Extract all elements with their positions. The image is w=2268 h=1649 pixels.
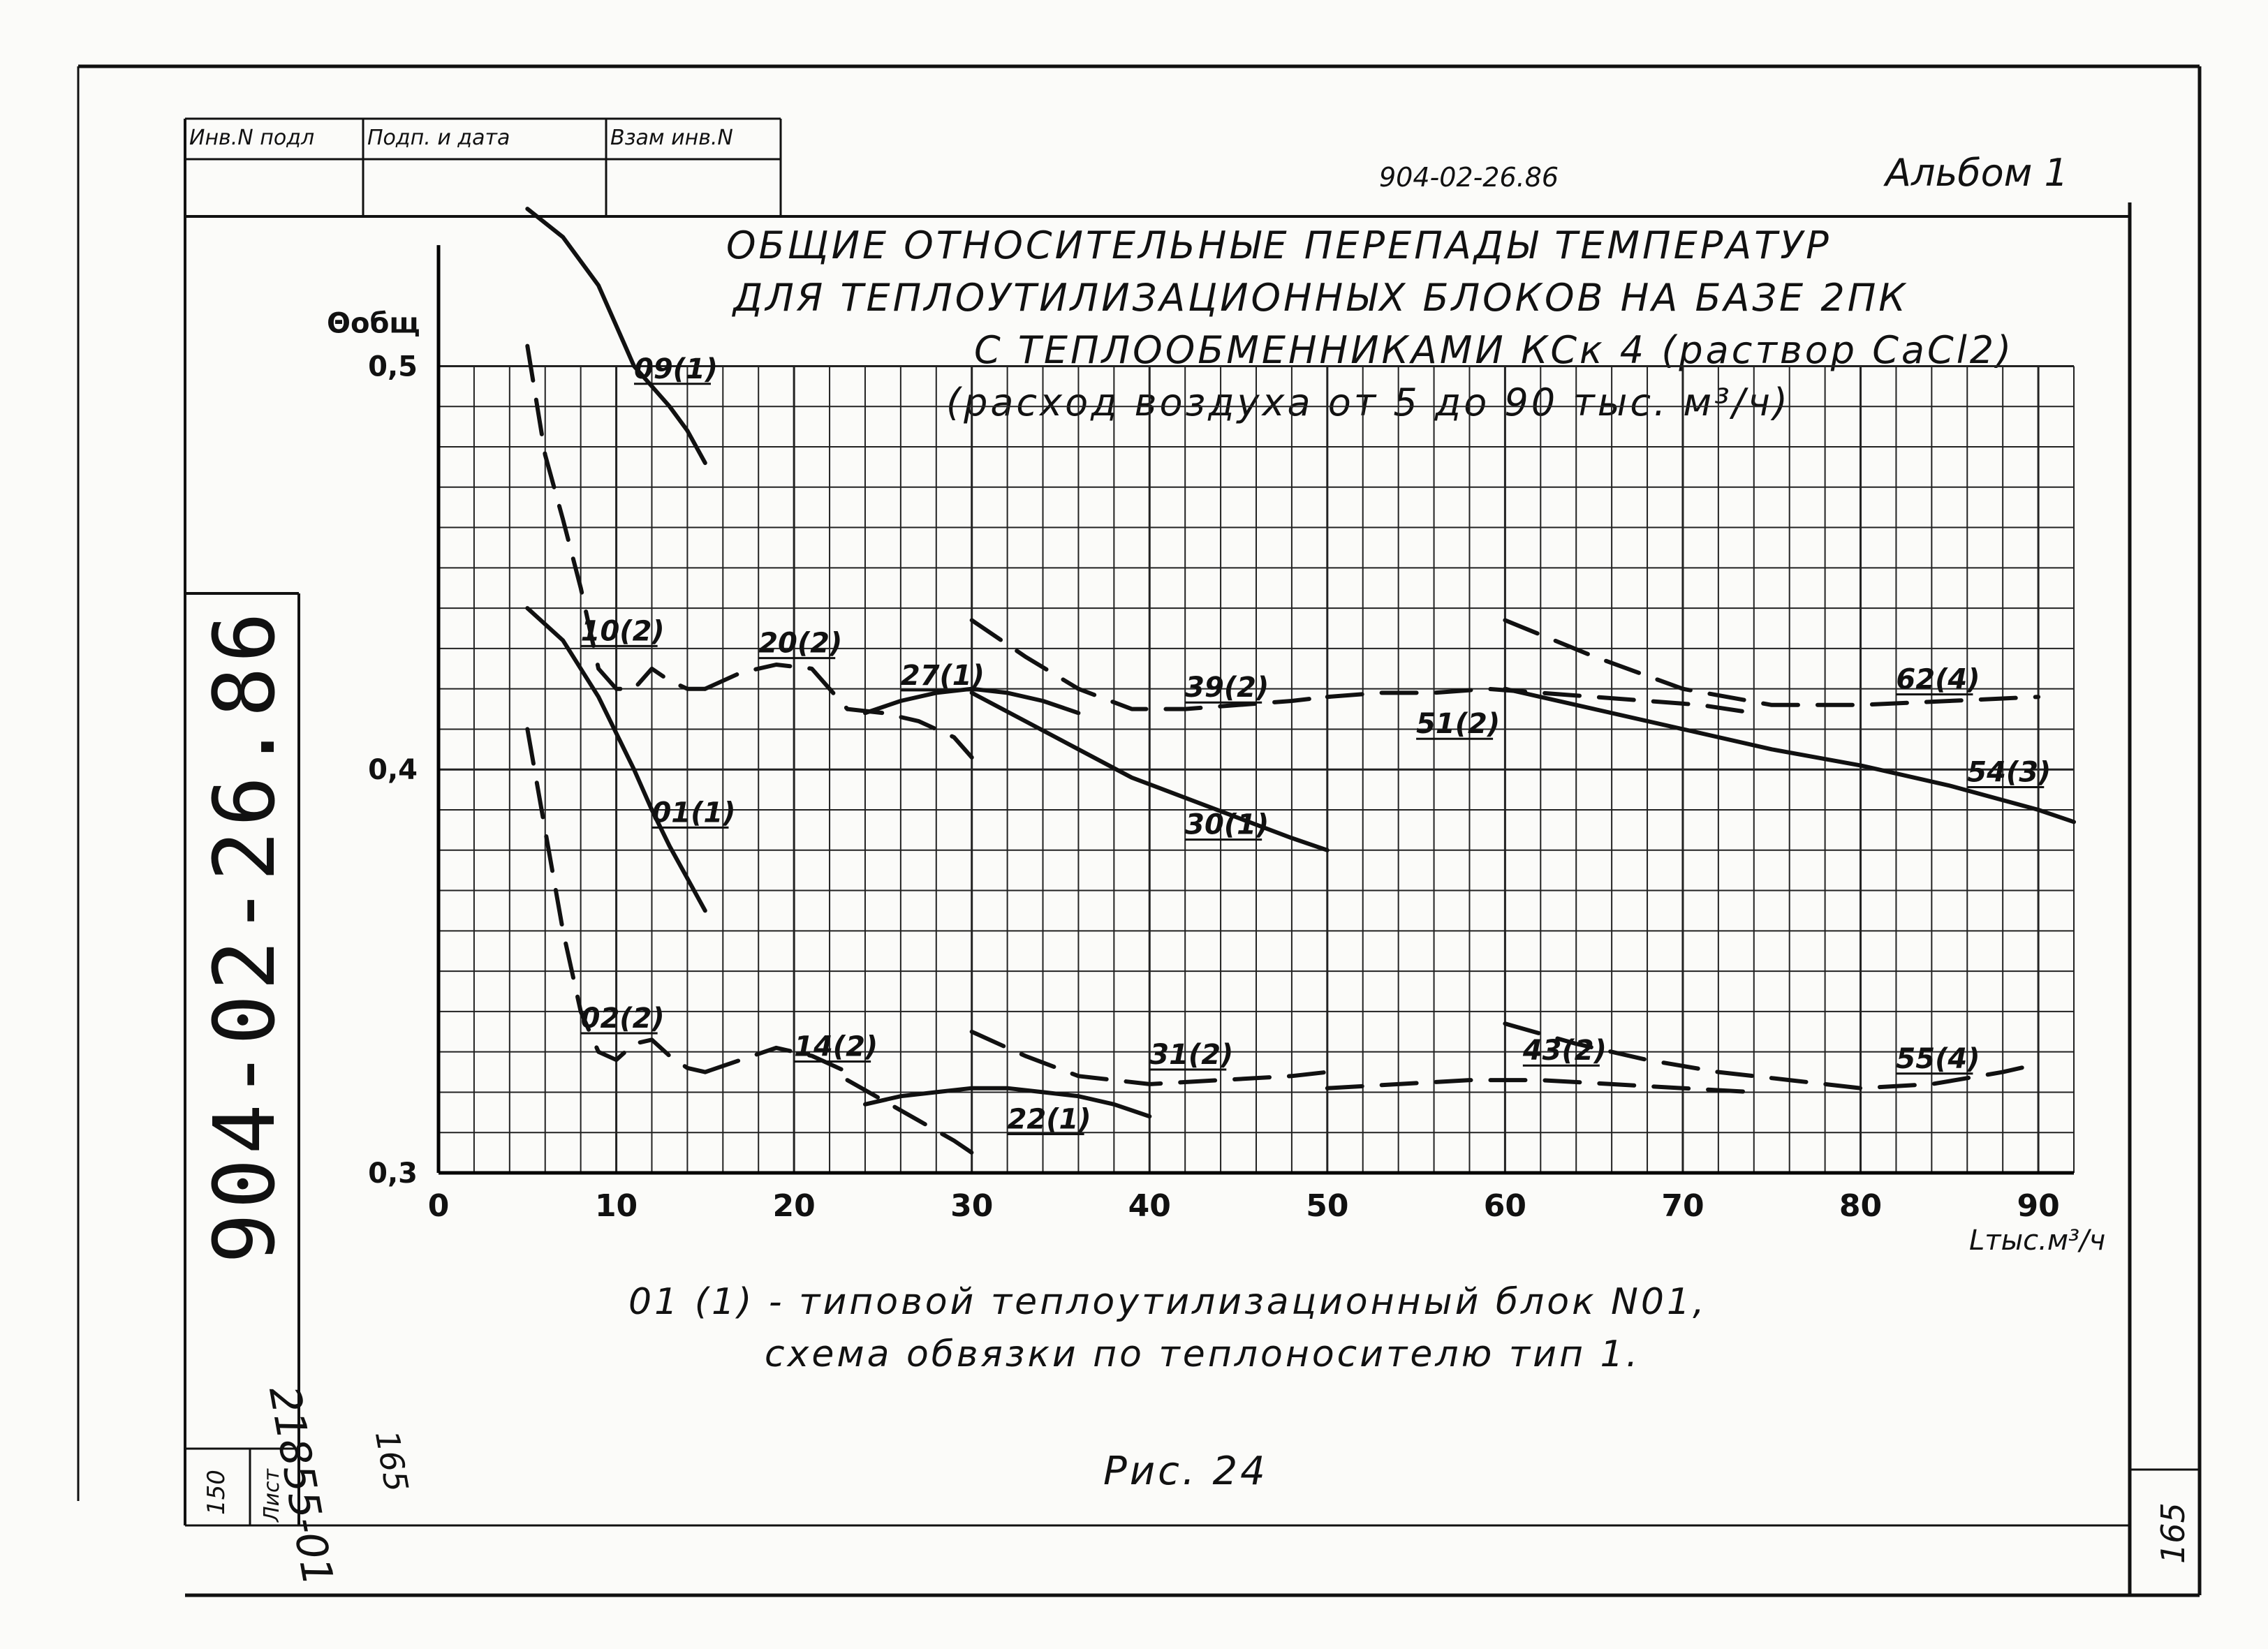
curve-label: 09(1) — [634, 353, 718, 385]
chart-title-line-2: ДЛЯ ТЕПЛОУТИЛИЗАЦИОННЫХ БЛОКОВ НА БАЗЕ 2… — [733, 276, 1908, 320]
x-tick-label: 80 — [1839, 1188, 1882, 1224]
series-line — [969, 1029, 1330, 1086]
series-line — [1325, 1078, 1756, 1095]
series-line — [525, 606, 707, 913]
signature-date-label: Подп. и дата — [367, 126, 510, 150]
x-tick-label: 30 — [950, 1188, 993, 1224]
curve-label: 62(4) — [1896, 664, 1980, 696]
series-line — [525, 343, 707, 691]
y-tick-label: 0,5 — [368, 350, 418, 383]
x-tick-label: 10 — [595, 1188, 638, 1224]
y-tick-label: 0,4 — [368, 754, 418, 786]
chart-title-line-3: С ТЕПЛООБМЕННИКАМИ КСк 4 (раствор CaCl2) — [974, 328, 2015, 372]
album-label: Альбом 1 — [1885, 151, 2068, 195]
series-line — [1325, 686, 1756, 716]
curve-label: 20(2) — [758, 628, 842, 660]
x-axis-label: Lтыс.м³/ч — [1969, 1225, 2105, 1257]
series-line — [1503, 618, 2041, 707]
legend-note-line-1: 01 (1) - типовой теплоутилизационный бло… — [628, 1281, 1707, 1323]
curve-label: 51(2) — [1416, 708, 1500, 740]
series-line — [525, 207, 707, 466]
series-line — [969, 690, 1330, 852]
inv-number-label: Инв.N подл — [189, 126, 315, 150]
figure-caption: Рис. 24 — [1103, 1449, 1268, 1494]
curve-label: 39(2) — [1185, 672, 1269, 704]
series-line — [702, 663, 850, 711]
document-code: 904-02-26.86 — [1379, 162, 1559, 193]
series-line — [863, 686, 1081, 716]
y-axis-label: Θобщ — [327, 308, 420, 340]
curve-label: 10(2) — [581, 615, 665, 647]
curve-label: 02(2) — [581, 1003, 665, 1035]
x-tick-label: 50 — [1306, 1188, 1348, 1224]
x-tick-label: 0 — [428, 1188, 450, 1224]
curve-label: 27(1) — [901, 660, 985, 692]
series-line — [525, 727, 707, 1074]
curve-label: 22(1) — [1008, 1103, 1091, 1135]
series-line — [1503, 686, 2076, 824]
chart-title-line-1: ОБЩИЕ ОТНОСИТЕЛЬНЫЕ ПЕРЕПАДЫ ТЕМПЕРАТУР — [726, 223, 1832, 267]
curve-label: 43(2) — [1522, 1035, 1607, 1067]
series-line — [845, 707, 974, 760]
series-line — [1503, 1021, 2041, 1090]
curve-label: 54(3) — [1967, 757, 2051, 789]
curve-label: 14(2) — [794, 1030, 878, 1063]
x-tick-label: 20 — [773, 1188, 816, 1224]
legend-note-line-2: схема обвязки по теплоносителю тип 1. — [765, 1333, 1641, 1375]
curve-label: 55(4) — [1896, 1043, 1980, 1075]
y-tick-label: 0,3 — [368, 1158, 418, 1190]
curve-label: 01(1) — [651, 797, 735, 829]
stamp-table: Инв.N подл Подп. и дата Взам инв.N — [185, 119, 781, 216]
x-tick-label: 60 — [1484, 1188, 1526, 1224]
x-tick-label: 70 — [1661, 1188, 1704, 1224]
series-line — [845, 1078, 974, 1155]
curve-label: 30(1) — [1185, 809, 1269, 841]
series-line — [863, 1086, 1152, 1119]
x-tick-label: 90 — [2017, 1188, 2059, 1224]
x-tick-label: 40 — [1128, 1188, 1171, 1224]
series-line — [969, 618, 1330, 711]
curve-label: 31(2) — [1149, 1039, 1233, 1071]
replacement-inv-label: Взам инв.N — [610, 126, 733, 150]
